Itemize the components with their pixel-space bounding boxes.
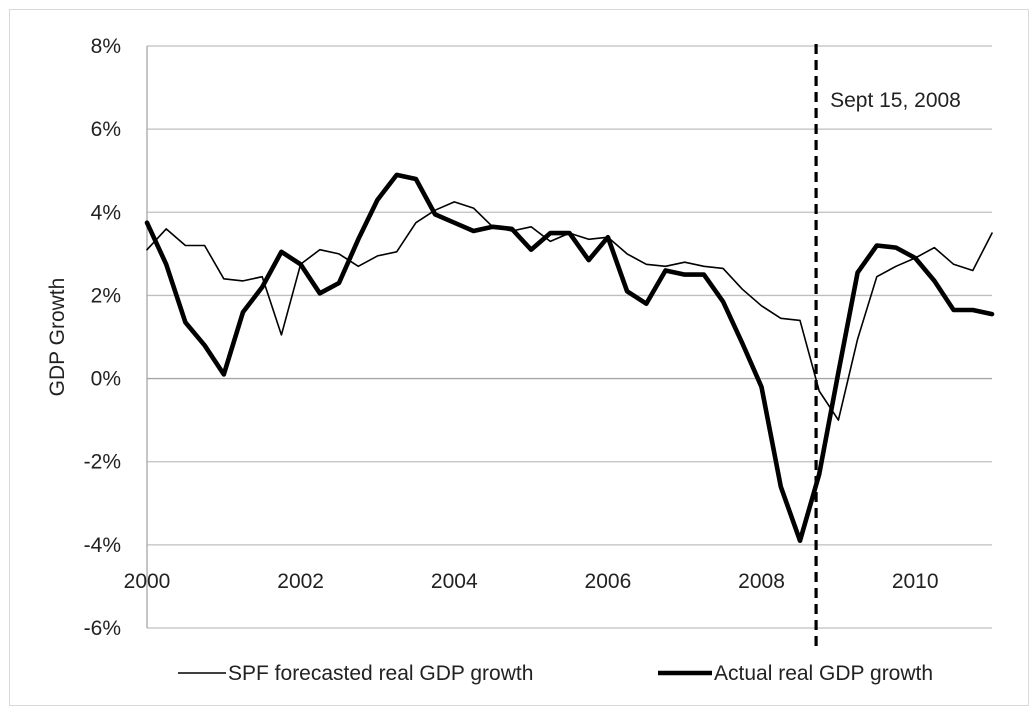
y-tick-label: -2%	[84, 451, 121, 474]
x-tick-label: 2000	[124, 570, 171, 593]
legend-label: Actual real GDP growth	[714, 662, 933, 685]
y-tick-label: 2%	[91, 284, 121, 307]
series-line-thick	[144, 172, 995, 544]
x-tick-label: 2010	[892, 570, 939, 593]
x-axis-ticks: 2000 2002 2004 2006 2008 2010	[124, 570, 939, 593]
chart-frame	[9, 9, 1029, 706]
x-tick-label: 2008	[738, 570, 785, 593]
x-tick-label: 2004	[431, 570, 478, 593]
gridlines	[146, 45, 992, 629]
x-tick-label: 2006	[585, 570, 632, 593]
y-axis-ticks: 8% 6% 4% 2% 0% -2% -4% -6%	[84, 35, 121, 640]
y-tick-label: -6%	[84, 617, 121, 640]
x-tick-label: 2002	[277, 570, 324, 593]
y-tick-label: 4%	[91, 201, 121, 224]
annotation: Sept 15, 2008	[814, 44, 961, 652]
legend-label: SPF forecasted real GDP growth	[228, 662, 533, 685]
y-tick-label: -4%	[84, 534, 121, 557]
y-tick-label: 6%	[91, 118, 121, 141]
legend: SPF forecasted real GDP growth Actual rea…	[178, 662, 933, 685]
annotation-label: Sept 15, 2008	[830, 89, 961, 112]
y-tick-label: 0%	[91, 368, 121, 391]
y-axis-title: GDP Growth	[46, 278, 69, 397]
y-tick-label: 8%	[91, 35, 121, 58]
series-lines	[144, 172, 995, 544]
